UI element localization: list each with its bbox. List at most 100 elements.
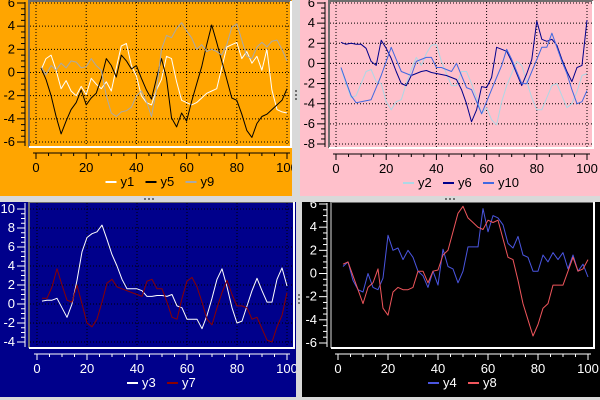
sash-grip-icon — [445, 198, 455, 200]
sash-grip-icon — [298, 294, 300, 304]
plot-border-dark — [330, 202, 594, 348]
y-tick-label: 6 — [8, 239, 15, 254]
x-axis: 0 20 40 60 80 100 — [33, 353, 296, 376]
legend-label-y1: y1 — [121, 174, 135, 189]
y-tick-label: 0 — [308, 55, 315, 70]
y-tick-label: 4 — [8, 18, 15, 33]
legend-label-y9: y9 — [201, 174, 215, 189]
plot-border-light — [29, 1, 292, 148]
x-tick-label: 100 — [276, 160, 292, 175]
x-tick-label: 40 — [429, 161, 443, 176]
y-tick-label: 0 — [8, 296, 15, 311]
y-tick-label: 4 — [310, 219, 317, 234]
legend: y2 y6 y10 — [403, 175, 519, 190]
x-tick-label: 60 — [481, 361, 495, 376]
y-tick-label: 2 — [8, 41, 15, 56]
plot-border-light — [29, 202, 295, 349]
y-tick-label: -6 — [305, 335, 317, 350]
y-tick-label: -2 — [303, 76, 315, 91]
x-axis: 0 20 40 60 80 100 — [32, 152, 292, 175]
legend-label-y6: y6 — [458, 175, 472, 190]
plot-area[interactable] — [30, 203, 293, 347]
x-tick-label: 100 — [577, 361, 599, 376]
legend: y4 y8 — [428, 375, 497, 390]
y-tick-label: 0 — [8, 64, 15, 79]
y-tick-label: -4 — [3, 111, 15, 126]
legend-label-y3: y3 — [142, 375, 156, 390]
x-tick-label: 20 — [80, 361, 94, 376]
x-tick-label: 60 — [180, 361, 194, 376]
series-y7-line — [42, 268, 288, 343]
series-y8-line — [342, 205, 589, 337]
sash-horizontal[interactable] — [0, 196, 600, 202]
series-y6-line — [340, 20, 588, 123]
y-tick-label: 4 — [8, 258, 15, 273]
legend-label-y2: y2 — [418, 175, 432, 190]
x-tick-label: 40 — [130, 361, 144, 376]
x-tick-label: 0 — [334, 361, 341, 376]
sash-grip-icon — [144, 198, 154, 200]
chart-panel-top-right: 6 4 2 0 -2 -4 -6 -8 0 20 40 60 80 100 y2 y6 y10 — [300, 0, 600, 196]
y-tick-label: 2 — [310, 242, 317, 257]
legend-label-y4: y4 — [443, 375, 457, 390]
x-tick-label: 60 — [179, 160, 193, 175]
grid — [30, 203, 293, 347]
x-tick-label: 20 — [381, 361, 395, 376]
y-axis: 6 4 2 0 -2 -4 -6 — [3, 0, 26, 149]
y-tick-label: -8 — [303, 136, 315, 151]
y-tick-label: 4 — [308, 15, 315, 30]
legend: y1 y5 y9 — [105, 174, 215, 189]
y-tick-label: -4 — [303, 96, 315, 111]
plot-area[interactable] — [332, 203, 593, 347]
x-tick-label: 80 — [230, 361, 244, 376]
grid — [30, 2, 290, 146]
y-tick-label: -6 — [3, 134, 15, 149]
y-tick-label: 6 — [8, 0, 15, 10]
plot-border-light — [329, 1, 594, 149]
legend-label-y8: y8 — [483, 375, 497, 390]
y-tick-label: -4 — [3, 334, 15, 349]
x-tick-label: 100 — [576, 161, 598, 176]
x-tick-label: 60 — [479, 161, 493, 176]
x-tick-label: 0 — [332, 161, 339, 176]
sash-vertical-top[interactable] — [292, 0, 300, 196]
x-tick-label: 40 — [431, 361, 445, 376]
plot-border-dark — [28, 202, 294, 348]
x-tick-label: 100 — [276, 361, 296, 376]
y-axis: 6 4 2 0 -2 -4 -6 -8 — [303, 0, 326, 151]
legend-label-y10: y10 — [498, 175, 519, 190]
series-y4-line — [342, 208, 589, 293]
x-tick-label: 80 — [530, 161, 544, 176]
x-axis: 0 20 40 60 80 100 — [332, 153, 598, 176]
grid — [330, 2, 592, 147]
plot-area[interactable] — [30, 2, 290, 146]
sash-vertical-bottom[interactable] — [296, 202, 302, 397]
series-y2-line — [340, 43, 588, 126]
series-y5-line — [40, 24, 288, 138]
y-axis: 10 8 6 4 2 0 -2 -4 — [1, 202, 26, 349]
y-tick-label: 2 — [8, 277, 15, 292]
chart-panel-bottom-right: 6 4 2 0 -2 -4 -6 0 20 40 60 80 100 y4 y8 — [302, 202, 600, 397]
y-tick-label: 8 — [8, 220, 15, 235]
x-tick-label: 0 — [33, 361, 40, 376]
legend-label-y5: y5 — [161, 174, 175, 189]
y-tick-label: 6 — [308, 0, 315, 10]
plot-border-light — [331, 202, 595, 349]
x-tick-label: 40 — [129, 160, 143, 175]
series-y10-line — [340, 32, 588, 115]
y-tick-label: 0 — [310, 265, 317, 280]
chart-panel-bottom-left: 10 8 6 4 2 0 -2 -4 0 20 40 60 80 100 y3 y7 — [0, 202, 296, 397]
x-axis: 0 20 40 60 80 100 — [334, 353, 599, 376]
y-axis: 6 4 2 0 -2 -4 -6 — [305, 202, 328, 350]
x-tick-label: 20 — [79, 160, 93, 175]
plot-border-dark — [328, 0, 593, 148]
legend: y3 y7 — [127, 375, 196, 390]
y-tick-label: 6 — [310, 202, 317, 211]
series-y9-line — [40, 22, 288, 117]
